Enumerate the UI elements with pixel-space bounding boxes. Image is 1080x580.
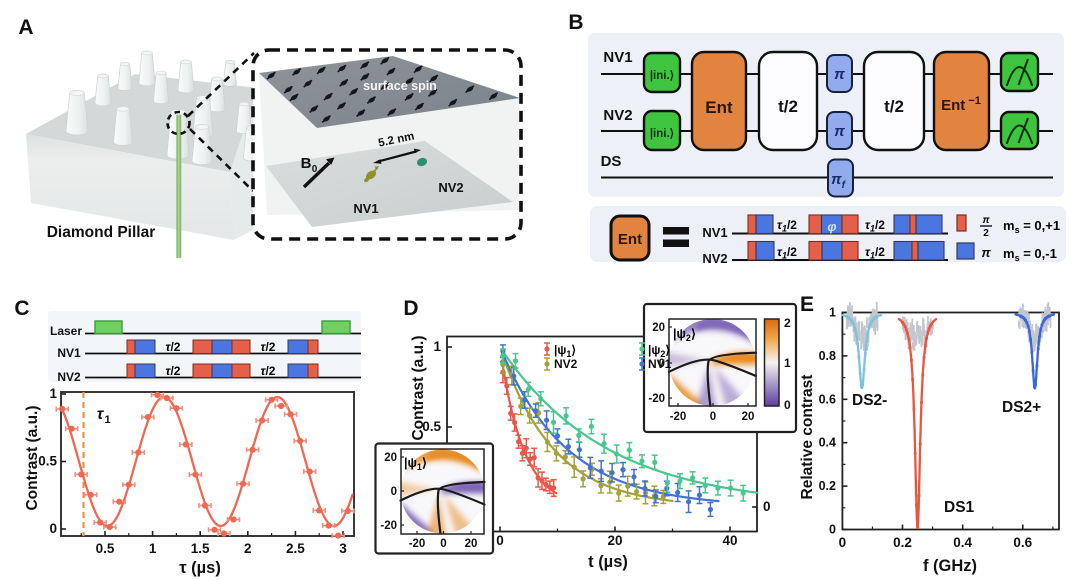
svg-text:1: 1 (433, 339, 441, 354)
svg-text:Contrast (a.u.): Contrast (a.u.) (410, 335, 427, 440)
svg-text:1: 1 (829, 306, 836, 320)
svg-text:NV1: NV1 (648, 357, 672, 371)
svg-text:τ/2: τ/2 (261, 364, 276, 378)
svg-text:τ1/2: τ1/2 (865, 245, 885, 261)
svg-text:1: 1 (149, 541, 157, 556)
svg-text:NV1: NV1 (702, 225, 727, 240)
svg-text:φ: φ (827, 219, 836, 234)
svg-text:|ψ2⟩: |ψ2⟩ (673, 327, 696, 343)
svg-text:B: B (568, 11, 583, 34)
svg-text:0.8: 0.8 (819, 349, 836, 363)
svg-text:τ/2: τ/2 (166, 364, 181, 378)
svg-text:1: 1 (104, 414, 110, 426)
svg-text:E: E (800, 293, 814, 316)
svg-text:A: A (18, 16, 33, 39)
svg-text:DS2+: DS2+ (1002, 399, 1041, 416)
svg-text:τ1/2: τ1/2 (777, 245, 797, 261)
svg-text:π: π (834, 123, 845, 140)
svg-text:DS: DS (601, 153, 622, 170)
svg-text:20: 20 (384, 452, 397, 464)
svg-text:NV2: NV2 (57, 370, 81, 384)
svg-text:C: C (14, 297, 29, 320)
svg-text:0: 0 (496, 533, 504, 548)
svg-text:0.5: 0.5 (38, 454, 57, 469)
svg-text:|ψ1⟩: |ψ1⟩ (404, 456, 427, 472)
svg-text:20: 20 (607, 533, 622, 548)
svg-text:NV2: NV2 (603, 107, 632, 124)
svg-text:π: π (982, 215, 990, 226)
svg-text:0.6: 0.6 (1013, 535, 1032, 550)
svg-text:2: 2 (784, 316, 791, 330)
svg-text:|ini.⟩: |ini.⟩ (650, 127, 674, 140)
svg-text:20: 20 (742, 411, 755, 423)
svg-text:0.2: 0.2 (819, 479, 836, 493)
svg-text:3: 3 (339, 541, 347, 556)
svg-text:NV2: NV2 (438, 180, 463, 195)
svg-text:ms = 0,-1: ms = 0,-1 (1003, 246, 1057, 263)
svg-text:40: 40 (722, 533, 737, 548)
svg-text:ms = 0,+1: ms = 0,+1 (1003, 218, 1060, 235)
svg-text:20: 20 (465, 538, 478, 550)
svg-text:1.5: 1.5 (191, 541, 210, 556)
svg-text:NV1: NV1 (353, 201, 378, 216)
svg-text:20: 20 (652, 322, 665, 334)
svg-text:-20: -20 (380, 520, 397, 532)
svg-text:0: 0 (839, 535, 847, 550)
svg-text:τ1/2: τ1/2 (777, 218, 797, 234)
svg-text:Ent: Ent (705, 98, 733, 117)
svg-text:0.4: 0.4 (953, 535, 972, 550)
svg-text:0.4: 0.4 (819, 436, 836, 450)
svg-text:0: 0 (49, 521, 57, 536)
svg-text:Ent: Ent (618, 231, 642, 248)
svg-text:DS1: DS1 (944, 499, 975, 516)
svg-text:t/2: t/2 (778, 97, 798, 116)
svg-text:2.5: 2.5 (286, 541, 305, 556)
svg-text:0: 0 (440, 538, 446, 550)
svg-text:τ (µs): τ (µs) (179, 559, 221, 577)
svg-text:f (GHz): f (GHz) (923, 557, 977, 575)
svg-text:-20: -20 (409, 538, 426, 550)
svg-text:Laser: Laser (50, 324, 82, 338)
svg-text:DS2-: DS2- (852, 392, 887, 409)
svg-text:π: π (834, 66, 845, 83)
svg-text:0: 0 (391, 486, 397, 498)
svg-text:0: 0 (829, 523, 836, 537)
svg-text:Contrast (a.u.): Contrast (a.u.) (24, 405, 41, 510)
svg-text:1: 1 (784, 356, 791, 370)
svg-text:-20: -20 (648, 393, 665, 405)
svg-text:Diamond Pillar: Diamond Pillar (47, 224, 156, 241)
svg-text:B: B (301, 155, 312, 172)
svg-text:0: 0 (710, 411, 716, 423)
svg-text:0: 0 (784, 398, 791, 412)
svg-text:τ/2: τ/2 (261, 340, 276, 354)
svg-text:NV2: NV2 (702, 251, 727, 266)
svg-text:0.5: 0.5 (422, 419, 441, 434)
svg-text:NV2: NV2 (554, 357, 578, 371)
svg-text:Relative contrast: Relative contrast (799, 375, 816, 500)
svg-text:τ: τ (97, 406, 105, 423)
svg-text:0: 0 (312, 164, 318, 175)
svg-text:2: 2 (983, 228, 989, 239)
svg-text:surface spin: surface spin (363, 79, 437, 93)
svg-text:|ψ1⟩: |ψ1⟩ (554, 343, 576, 359)
svg-text:0: 0 (659, 358, 665, 370)
svg-text:0.5: 0.5 (96, 541, 115, 556)
svg-text:t (µs): t (µs) (588, 553, 628, 571)
svg-text:0: 0 (763, 499, 771, 514)
svg-text:0.2: 0.2 (893, 535, 912, 550)
svg-text:|ini.⟩: |ini.⟩ (650, 69, 674, 82)
svg-text:τ/2: τ/2 (166, 340, 181, 354)
svg-text:|ψ2⟩: |ψ2⟩ (648, 343, 670, 359)
svg-text:NV1: NV1 (57, 346, 81, 360)
svg-text:0.6: 0.6 (819, 392, 836, 406)
svg-text:2: 2 (244, 541, 252, 556)
svg-text:-20: -20 (670, 411, 687, 423)
svg-text:D: D (403, 297, 418, 320)
svg-text:τ1/2: τ1/2 (865, 218, 885, 234)
svg-text:NV1: NV1 (603, 49, 632, 66)
svg-text:t/2: t/2 (884, 97, 904, 116)
svg-text:π: π (981, 245, 991, 260)
svg-text:1: 1 (49, 386, 57, 401)
